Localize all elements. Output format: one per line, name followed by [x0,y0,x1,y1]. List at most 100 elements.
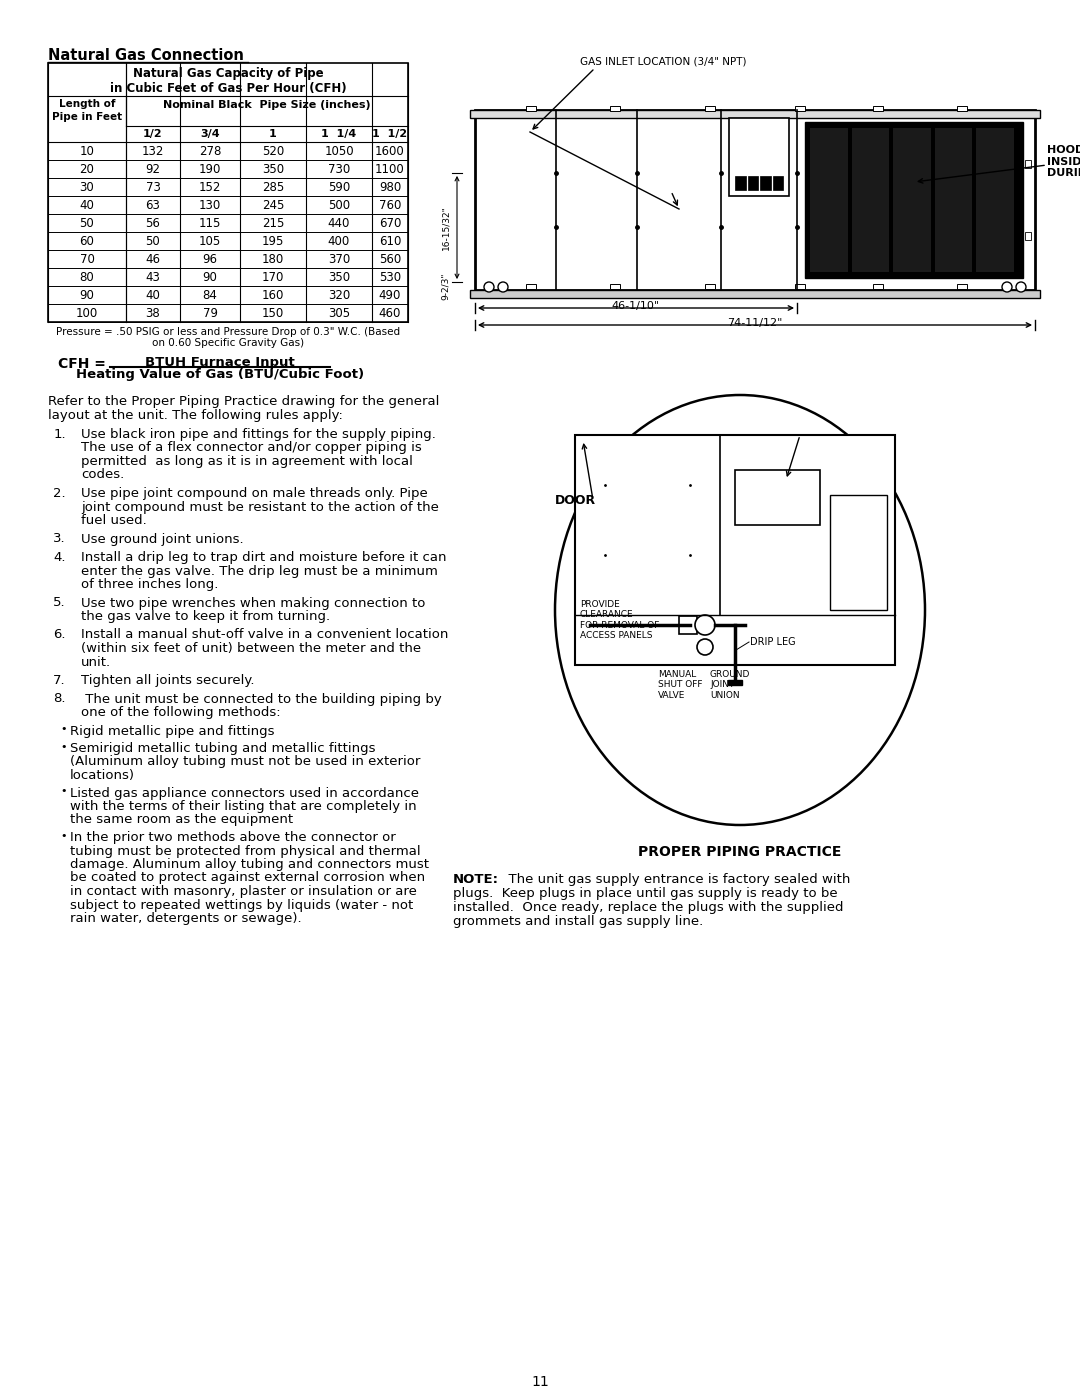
Bar [1025,232,1031,240]
Text: In the prior two methods above the connector or: In the prior two methods above the conne… [70,831,395,844]
Text: 90: 90 [203,271,217,284]
Text: 70: 70 [80,253,94,265]
Bar [470,110,1040,117]
Bar [852,129,889,272]
Text: 1050: 1050 [324,145,354,158]
Text: •: • [60,787,67,796]
Text: 150: 150 [261,307,284,320]
Text: (within six feet of unit) between the meter and the: (within six feet of unit) between the me… [81,643,421,655]
Text: 490: 490 [379,289,401,302]
Text: 38: 38 [146,307,160,320]
Text: fuel used.: fuel used. [81,514,147,527]
Text: 610: 610 [379,235,401,249]
Text: 79: 79 [203,307,217,320]
Text: 1.: 1. [53,427,66,441]
Text: DOOR: DOOR [555,493,596,507]
Text: Pipe in Feet: Pipe in Feet [52,112,122,122]
Bar [772,176,783,190]
Text: 1600: 1600 [375,145,405,158]
Text: 170: 170 [261,271,284,284]
Text: Rigid metallic pipe and fittings: Rigid metallic pipe and fittings [70,725,274,738]
Text: 350: 350 [262,163,284,176]
Text: PROVIDE
CLEARANCE
FOR REMOVAL OF
ACCESS PANELS: PROVIDE CLEARANCE FOR REMOVAL OF ACCESS … [580,599,660,640]
Text: 43: 43 [146,271,161,284]
Text: 245: 245 [261,198,284,212]
Circle shape [484,282,494,292]
Bar [48,63,408,321]
Bar [729,117,789,197]
Text: Pressure = .50 PSIG or less and Pressure Drop of 0.3" W.C. (Based: Pressure = .50 PSIG or less and Pressure… [56,327,400,337]
Text: Heating Value of Gas (BTU/Cubic Foot): Heating Value of Gas (BTU/Cubic Foot) [76,367,364,381]
Text: 132: 132 [141,145,164,158]
Bar [760,176,770,190]
Text: 9-2/3": 9-2/3" [441,272,450,300]
Bar [957,284,968,289]
Bar [679,616,697,634]
Text: 400: 400 [328,235,350,249]
Text: 73: 73 [146,182,161,194]
Text: 10: 10 [80,145,94,158]
Text: 96: 96 [203,253,217,265]
Text: 285: 285 [261,182,284,194]
Bar [935,129,972,272]
Text: 115: 115 [199,217,221,231]
Text: damage. Aluminum alloy tubing and connectors must: damage. Aluminum alloy tubing and connec… [70,858,429,870]
Text: codes.: codes. [81,468,124,482]
Text: enter the gas valve. The drip leg must be a minimum: enter the gas valve. The drip leg must b… [81,564,437,577]
Text: 500: 500 [328,198,350,212]
Text: one of the following methods:: one of the following methods: [81,705,281,719]
Text: the gas valve to keep it from turning.: the gas valve to keep it from turning. [81,610,330,623]
Text: 74-11/12": 74-11/12" [727,319,783,328]
Text: 46-1/10": 46-1/10" [612,300,660,312]
Bar [705,106,715,110]
Text: 80: 80 [80,271,94,284]
Text: 1: 1 [269,129,276,138]
Circle shape [498,282,508,292]
Text: 100: 100 [76,307,98,320]
Text: 56: 56 [146,217,161,231]
Text: 3.: 3. [53,532,66,545]
Text: 760: 760 [379,198,401,212]
Text: Use pipe joint compound on male threads only. Pipe: Use pipe joint compound on male threads … [81,488,428,500]
Text: unit.: unit. [81,655,111,669]
Text: the same room as the equipment: the same room as the equipment [70,813,293,827]
Text: plugs.  Keep plugs in place until gas supply is ready to be: plugs. Keep plugs in place until gas sup… [453,887,838,900]
Text: tubing must be protected from physical and thermal: tubing must be protected from physical a… [70,845,420,858]
Text: subject to repeated wettings by liquids (water - not: subject to repeated wettings by liquids … [70,898,414,911]
Bar [470,291,1040,298]
Bar [874,284,883,289]
Text: of three inches long.: of three inches long. [81,578,218,591]
Bar [747,176,758,190]
Text: MANUAL
SHUT OFF
VALVE: MANUAL SHUT OFF VALVE [658,671,702,700]
Text: 63: 63 [146,198,161,212]
Text: 1  1/4: 1 1/4 [322,129,356,138]
Bar [1025,161,1031,168]
Text: 590: 590 [328,182,350,194]
Text: 3/4: 3/4 [200,129,220,138]
Text: 1  1/2: 1 1/2 [373,129,407,138]
Text: 7.: 7. [53,673,66,687]
Text: 152: 152 [199,182,221,194]
Bar [735,176,745,190]
Text: PROPER PIPING PRACTICE: PROPER PIPING PRACTICE [638,845,841,859]
Bar [795,284,805,289]
Text: 90: 90 [80,289,94,302]
Text: 40: 40 [146,289,161,302]
Text: 1/2: 1/2 [144,129,163,138]
Bar [705,284,715,289]
Text: Listed gas appliance connectors used in accordance: Listed gas appliance connectors used in … [70,787,419,799]
Text: on 0.60 Specific Gravity Gas): on 0.60 Specific Gravity Gas) [152,338,305,348]
Text: DRIP LEG: DRIP LEG [750,637,796,647]
Text: 20: 20 [80,163,94,176]
Text: 520: 520 [261,145,284,158]
Text: GROUND
JOINT
UNION: GROUND JOINT UNION [710,671,751,700]
Text: 670: 670 [379,217,401,231]
Text: installed.  Once ready, replace the plugs with the supplied: installed. Once ready, replace the plugs… [453,901,843,914]
Text: Semirigid metallic tubing and metallic fittings: Semirigid metallic tubing and metallic f… [70,742,376,754]
Text: grommets and install gas supply line.: grommets and install gas supply line. [453,915,703,928]
Text: 11: 11 [531,1375,549,1389]
Bar [893,129,931,272]
Bar [735,469,820,525]
Bar [805,122,1023,278]
Text: 105: 105 [199,235,221,249]
